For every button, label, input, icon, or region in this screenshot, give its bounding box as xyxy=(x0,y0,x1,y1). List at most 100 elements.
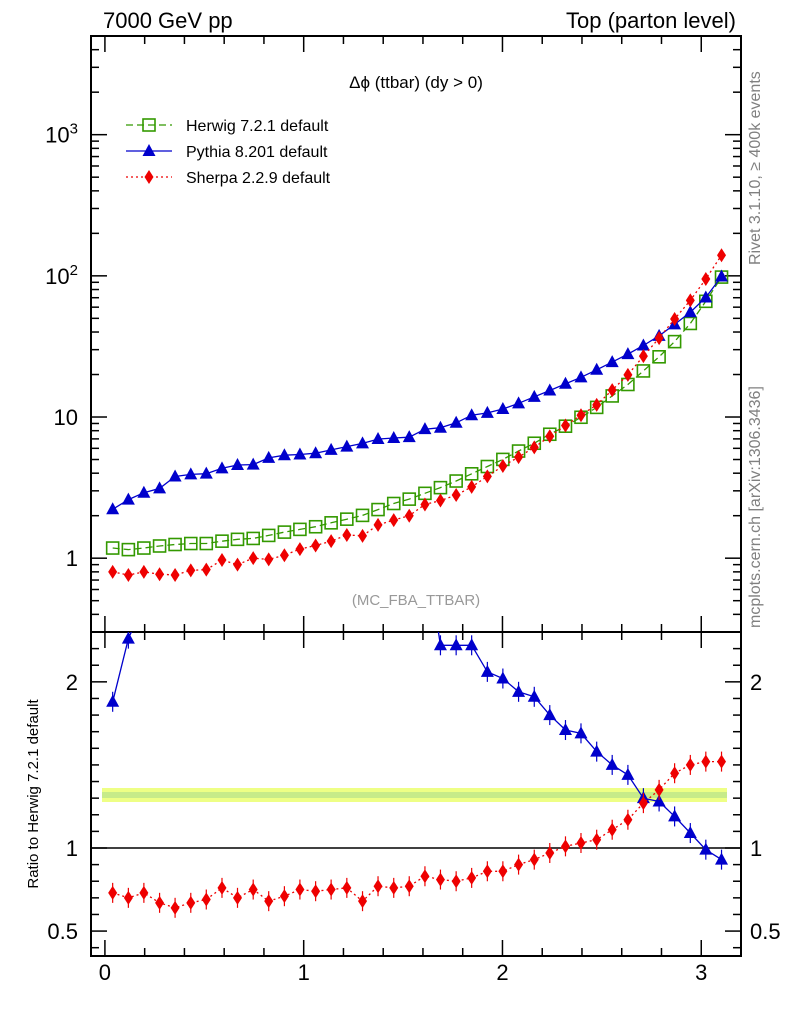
ratio-series-line xyxy=(112,632,722,861)
ratio-data-point xyxy=(326,882,336,897)
ratio-data-point xyxy=(155,895,165,910)
main-data-point xyxy=(545,429,555,444)
ratio-data-point xyxy=(699,842,713,855)
main-series-line xyxy=(112,276,723,551)
ratio-data-point xyxy=(170,900,180,915)
main-data-point xyxy=(402,492,417,506)
x-tick-label: 1 xyxy=(298,960,310,985)
rivet-label: Rivet 3.1.10, ≥ 400k events xyxy=(747,71,764,265)
x-tick-label: 3 xyxy=(695,960,707,985)
ratio-data-point xyxy=(607,822,617,837)
ratio-data-point xyxy=(451,874,461,889)
ratio-data-point xyxy=(217,880,227,895)
y-tick-label: 102 xyxy=(45,262,78,289)
main-data-point xyxy=(652,350,666,364)
main-data-point xyxy=(264,552,274,567)
ratio-data-point xyxy=(295,882,305,897)
main-data-point xyxy=(215,534,229,548)
main-data-point xyxy=(246,457,260,470)
ratio-data-point xyxy=(311,884,321,899)
ratio-data-point xyxy=(418,534,431,546)
y-tick-label: 10 xyxy=(54,405,78,430)
main-data-point xyxy=(184,467,198,480)
ratio-data-point xyxy=(169,504,182,516)
ratio-data-point xyxy=(480,664,494,677)
ratio-data-point xyxy=(514,857,524,872)
legend: Herwig 7.2.1 default Pythia 8.201 default… xyxy=(126,118,331,187)
ratio-y-tick-label-right: 2 xyxy=(750,670,762,695)
main-data-point xyxy=(623,367,633,382)
ratio-data-point xyxy=(278,426,291,438)
main-data-point xyxy=(685,293,695,308)
main-data-point xyxy=(683,305,697,318)
main-data-point xyxy=(215,461,229,474)
ratio-data-point xyxy=(121,632,135,644)
mcplots-label: mcplots.cern.ch [arXiv:1306.3436] xyxy=(747,386,764,628)
legend-marker xyxy=(142,118,156,132)
main-data-point xyxy=(324,442,338,455)
main-series-layer xyxy=(105,248,729,583)
main-data-point xyxy=(152,539,167,553)
main-data-point xyxy=(607,383,617,398)
main-data-point xyxy=(467,479,477,494)
main-data-point xyxy=(480,405,494,418)
ratio-data-point xyxy=(715,852,729,865)
ratio-data-point xyxy=(512,684,526,697)
main-data-point xyxy=(699,290,713,303)
main-data-point xyxy=(701,271,711,286)
main-data-point xyxy=(605,355,619,368)
ratio-data-point xyxy=(325,461,338,473)
ratio-data-point xyxy=(404,879,414,894)
ratio-data-point xyxy=(137,597,150,609)
ratio-y-tick-label: 1 xyxy=(66,836,78,861)
ratio-data-point xyxy=(605,757,619,770)
ratio-data-point xyxy=(621,767,635,780)
main-series-line xyxy=(112,254,723,576)
ratio-data-point xyxy=(433,638,447,651)
ratio-series-layer xyxy=(106,419,729,918)
ratio-data-point xyxy=(482,864,492,879)
main-data-point xyxy=(248,551,258,566)
ratio-data-point xyxy=(449,638,463,651)
ratio-data-point xyxy=(358,894,368,909)
ratio-data-point xyxy=(262,419,275,431)
main-series-line xyxy=(112,276,723,510)
main-data-point xyxy=(667,334,682,349)
ratio-y-tick-label: 2 xyxy=(66,670,78,695)
legend-marker xyxy=(144,170,154,184)
ratio-data-point xyxy=(106,694,120,707)
ratio-data-point xyxy=(496,671,510,684)
main-data-point xyxy=(342,527,352,542)
ratio-data-point xyxy=(685,757,695,772)
ratio-data-point xyxy=(139,885,149,900)
main-data-point xyxy=(199,536,214,551)
main-data-point xyxy=(386,496,401,511)
main-data-point xyxy=(576,408,586,423)
main-data-point xyxy=(498,458,508,473)
ratio-data-point xyxy=(264,894,274,909)
ratio-data-point xyxy=(527,689,541,702)
ratio-data-point xyxy=(467,870,477,885)
ratio-data-point xyxy=(403,550,416,562)
main-data-point xyxy=(230,532,245,547)
main-data-point xyxy=(295,542,305,557)
ratio-data-point xyxy=(340,465,353,477)
ratio-data-point xyxy=(576,836,586,851)
main-data-point xyxy=(137,485,151,498)
main-data-point xyxy=(420,497,430,512)
main-data-point xyxy=(308,519,323,534)
main-data-point xyxy=(449,415,463,428)
main-data-point xyxy=(106,502,120,515)
main-data-point xyxy=(514,450,524,465)
x-tick-label: 2 xyxy=(496,960,508,985)
main-data-point xyxy=(358,528,368,543)
ratio-data-point xyxy=(389,880,399,895)
main-data-point xyxy=(246,531,261,546)
ratio-data-point xyxy=(592,832,602,847)
main-data-point xyxy=(137,541,151,555)
ratio-data-point xyxy=(574,726,588,739)
main-data-point xyxy=(311,538,321,553)
main-data-point xyxy=(717,248,727,263)
main-data-point xyxy=(715,269,729,282)
